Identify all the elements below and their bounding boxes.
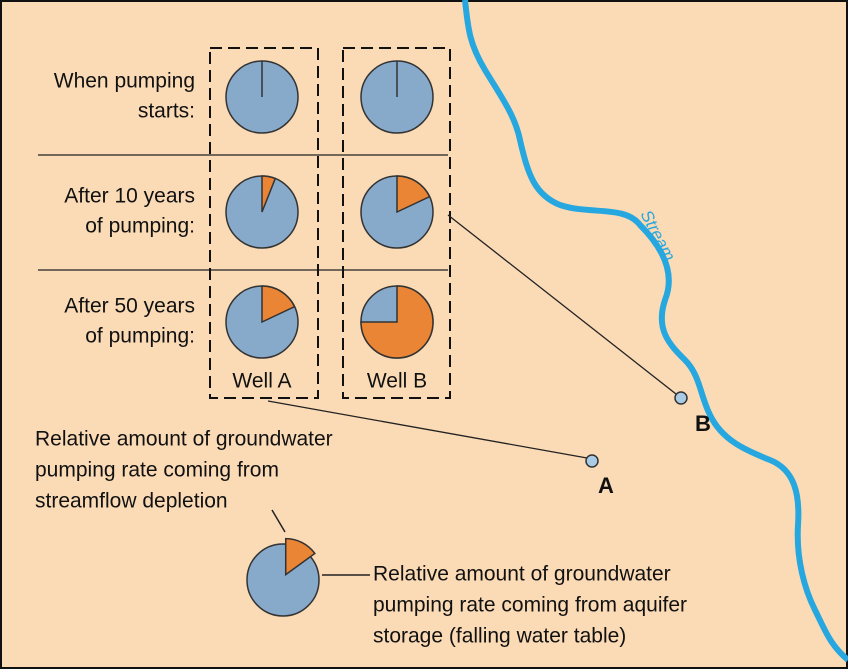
pointer [271, 509, 286, 533]
well-label: Well B [367, 370, 427, 393]
leader-line [447, 214, 677, 395]
legend-text: Relative amount of groundwater [373, 563, 671, 586]
legend-text: streamflow depletion [35, 490, 228, 513]
pie-streamflow [261, 175, 277, 213]
well-label: Well A [232, 370, 291, 393]
row-label: After 10 years [64, 185, 195, 208]
well-location [674, 391, 688, 405]
legend-text: storage (falling water table) [373, 625, 626, 648]
well-box [209, 47, 319, 399]
pie-streamflow [284, 537, 316, 577]
pie-streamflow [261, 285, 296, 324]
legend-text: pumping rate coming from aquifer [373, 594, 687, 617]
legend-text: Relative amount of groundwater [35, 428, 333, 451]
row-label: of pumping: [85, 215, 195, 238]
well-marker-label: A [598, 473, 614, 498]
pie-streamflow [396, 175, 431, 214]
legend-text: pumping rate coming from [35, 459, 279, 482]
stream [462, 0, 848, 663]
well-marker-label: B [695, 411, 711, 436]
pie-streamflow [360, 285, 434, 359]
well-location [585, 454, 599, 468]
well-box [342, 47, 451, 399]
leader-line [267, 400, 588, 459]
row-label: When pumping [54, 70, 195, 93]
row-label: starts: [138, 100, 195, 123]
row-label: After 50 years [64, 295, 195, 318]
row-label: of pumping: [85, 325, 195, 348]
